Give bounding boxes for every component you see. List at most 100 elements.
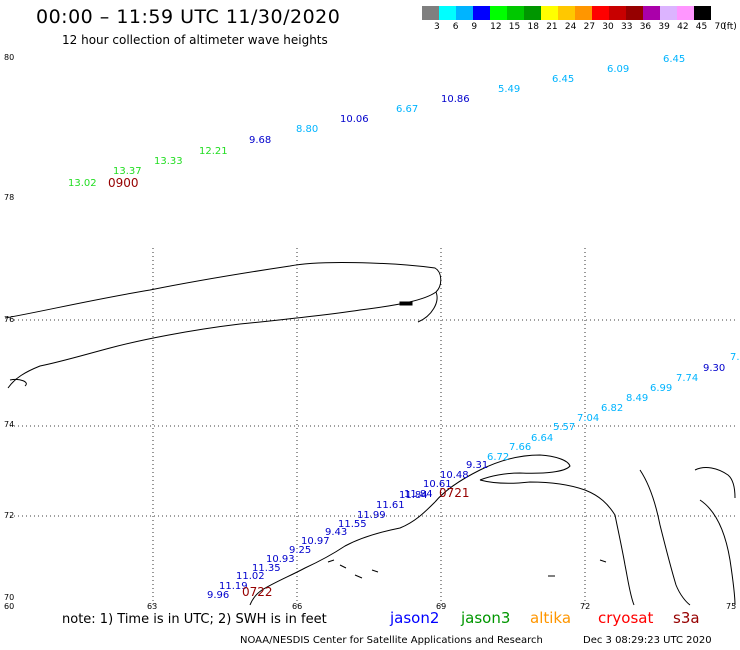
wave-height-label: 6.64: [531, 433, 553, 444]
lon-tick-labels: 60 63 66 69 72 75: [4, 602, 736, 611]
lat-label: 72: [4, 511, 14, 520]
wave-height-label: 6.72: [487, 452, 509, 463]
wave-height-label: 10.61: [423, 479, 452, 490]
lat-label: 80: [4, 53, 14, 62]
lat-label: 70: [4, 593, 14, 602]
legend-label: 36: [639, 22, 652, 32]
satellite-altika: altika: [530, 609, 572, 627]
wave-height-label: 6.82: [601, 403, 623, 414]
wave-height-label: 9.43: [325, 527, 347, 538]
wave-height-label: 11.02: [236, 571, 265, 582]
satellite-jason2: jason2: [390, 609, 440, 627]
wave-height-label: 5.57: [553, 422, 575, 433]
credit-text: NOAA/NESDIS Center for Satellite Applica…: [240, 635, 543, 646]
legend-swatch: [507, 6, 524, 20]
wave-height-label: 7.: [730, 352, 740, 363]
legend-label: 12: [490, 22, 502, 32]
legend-swatch: [541, 6, 558, 20]
wave-height-label: 8.49: [626, 393, 648, 404]
wave-height-label: 13.33: [154, 156, 183, 167]
lon-label: 60: [4, 602, 14, 611]
wave-height-label: 9.31: [466, 460, 488, 471]
credit-date: Dec 3 08:29:23 UTC 2020: [583, 635, 712, 646]
wave-height-label: 13.02: [68, 178, 97, 189]
graticule: [10, 248, 735, 605]
legend-swatch: [643, 6, 660, 20]
wave-height-label: 12.21: [199, 146, 228, 157]
lon-label: 75: [726, 602, 736, 611]
wave-height-label: 11.61: [376, 500, 405, 511]
legend-label: 27: [583, 22, 596, 32]
wave-height-label: 11.19: [219, 581, 248, 592]
legend-label: 6: [452, 22, 459, 32]
legend-swatch: [473, 6, 490, 20]
legend-label: 21: [546, 22, 558, 32]
map-subtitle: 12 hour collection of altimeter wave hei…: [62, 33, 328, 47]
legend-swatch: [558, 6, 575, 20]
wave-height-label: 13.37: [113, 166, 142, 177]
legend-label: (ft): [723, 22, 737, 32]
satellite-s3a: s3a: [673, 609, 700, 627]
legend-label: 70: [714, 22, 726, 32]
map-title: 00:00 – 11:59 UTC 11/30/2020: [36, 6, 341, 28]
pass-time-labels: 0900 0721 0722: [108, 176, 470, 599]
wave-height-labels: 6.45 6.09 6.45 5.49 10.86 6.67 10.06 8.80 9.68 12…: [68, 54, 740, 601]
wave-height-label: 11.84: [399, 490, 428, 501]
legend-swatch: [609, 6, 626, 20]
pass-time-label: 0900: [108, 176, 139, 190]
wave-height-label: 8.80: [296, 124, 318, 135]
satellite-jason3: jason3: [461, 609, 511, 627]
wave-height-label: 10.06: [340, 114, 369, 125]
legend-label: 42: [677, 22, 689, 32]
legend-swatch: [660, 6, 677, 20]
legend-label: 33: [621, 22, 633, 32]
lon-label: 72: [580, 602, 590, 611]
wave-height-label: 10.86: [441, 94, 470, 105]
legend-label: 3: [434, 22, 440, 32]
wave-height-label: 11.55: [338, 519, 367, 530]
color-legend: [422, 6, 711, 20]
wave-height-label: 10.48: [440, 470, 469, 481]
legend-label: 30: [602, 22, 614, 32]
satellite-cryosat: cryosat: [598, 609, 654, 627]
wave-height-label: 9.25: [289, 545, 311, 556]
pass-time-label: 0721: [439, 486, 470, 500]
wave-height-label: 11.99: [357, 510, 386, 521]
wave-height-label: 7.66: [509, 442, 531, 453]
wave-height-label: 9.96: [207, 590, 229, 601]
wave-height-label: 10.93: [266, 554, 295, 565]
legend-label: 39: [658, 22, 670, 32]
legend-swatch: [575, 6, 592, 20]
wave-height-label: 11.84: [404, 489, 433, 500]
legend-label: 15: [508, 22, 521, 32]
lon-label: 69: [436, 602, 446, 611]
legend-label: 24: [564, 22, 577, 32]
wave-height-label: 6.99: [650, 383, 672, 394]
wave-height-label: 11.35: [252, 563, 281, 574]
wave-height-label: 6.67: [396, 104, 418, 115]
lat-label: 74: [4, 420, 14, 429]
wave-height-label: 5.49: [498, 84, 520, 95]
wave-height-label: 6.09: [607, 64, 629, 75]
legend-swatch: [439, 6, 456, 20]
legend-swatch: [490, 6, 507, 20]
legend-swatch: [422, 6, 439, 20]
legend-swatch: [592, 6, 609, 20]
wave-height-label: 6.45: [552, 74, 574, 85]
wave-height-label: 7.74: [676, 373, 698, 384]
lat-tick-labels: 80 78 76 74 72 70: [4, 53, 14, 602]
lat-label: 76: [4, 315, 14, 324]
legend-label: 18: [527, 22, 539, 32]
legend-swatch: [626, 6, 643, 20]
pass-time-label: 0722: [242, 585, 273, 599]
lon-label: 63: [147, 602, 157, 611]
legend-swatch: [677, 6, 694, 20]
wave-height-label: 9.68: [249, 135, 271, 146]
legend-swatch: [456, 6, 473, 20]
lon-label: 66: [292, 602, 302, 611]
lat-label: 78: [4, 193, 14, 202]
wave-height-label: 7.04: [577, 413, 599, 424]
legend-label: 45: [695, 22, 708, 32]
wave-height-label: 10.97: [301, 536, 330, 547]
